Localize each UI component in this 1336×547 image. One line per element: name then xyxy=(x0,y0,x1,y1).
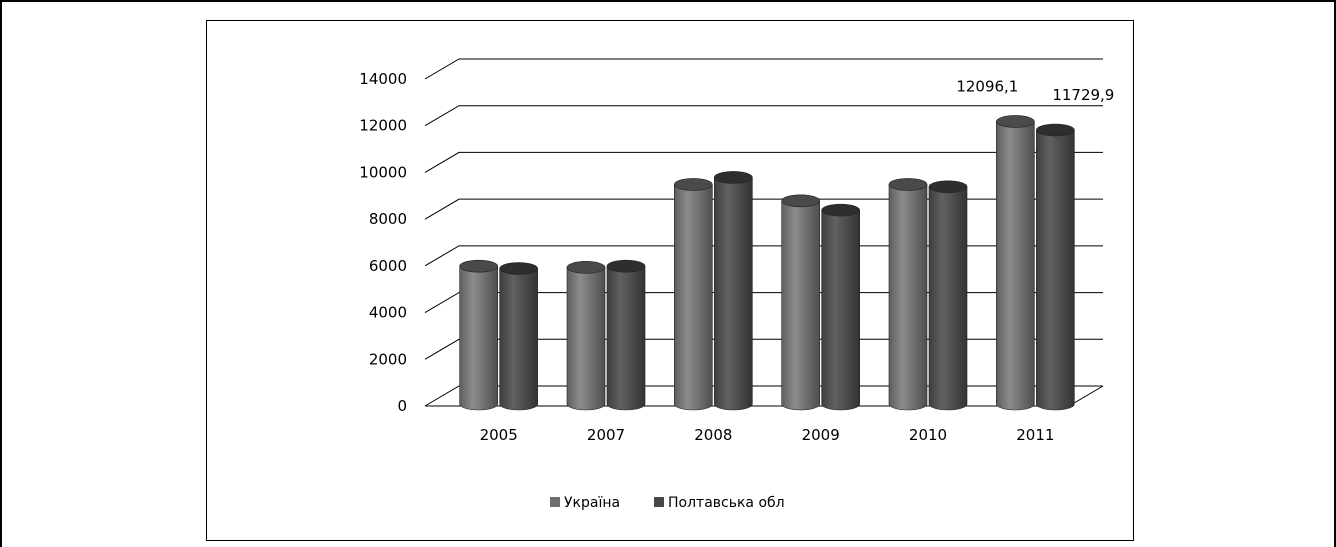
bar-body xyxy=(499,268,538,411)
bar-body xyxy=(566,267,606,411)
bar xyxy=(566,261,606,411)
legend-label: Україна xyxy=(564,495,620,511)
bar-body xyxy=(674,184,713,411)
bar-body xyxy=(996,121,1035,411)
bar xyxy=(888,178,928,411)
bar-top xyxy=(674,178,713,191)
legend-swatch xyxy=(550,497,560,507)
gridline xyxy=(424,58,1103,80)
bar-top xyxy=(566,261,606,274)
x-tick-label: 2008 xyxy=(694,426,732,444)
gridline xyxy=(424,338,1103,360)
data-label: 12096,1 xyxy=(956,77,1018,95)
bar-body xyxy=(606,265,646,411)
bar-top xyxy=(781,194,820,208)
bar xyxy=(606,259,646,411)
x-axis-ticks: 2005 2007 2008 2009 2010 2011 xyxy=(480,426,1055,444)
bar-top xyxy=(821,203,860,217)
gridline xyxy=(424,385,1103,407)
bar-top xyxy=(1036,123,1075,137)
bar-top xyxy=(714,171,753,184)
legend-label: Полтавська обл xyxy=(668,495,785,511)
y-tick-label: 12000 xyxy=(359,117,407,135)
x-tick-label: 2009 xyxy=(802,426,840,444)
y-tick-label: 6000 xyxy=(369,257,407,275)
bar xyxy=(928,180,968,411)
y-tick-label: 10000 xyxy=(359,163,407,181)
bar xyxy=(996,115,1035,411)
bar-body xyxy=(459,265,498,411)
bar-body xyxy=(888,184,928,411)
bar-body xyxy=(781,200,820,411)
legend: Україна Полтавська обл xyxy=(550,495,785,511)
y-tick-label: 2000 xyxy=(369,350,407,368)
gridline xyxy=(424,151,1103,173)
y-tick-label: 0 xyxy=(397,397,407,415)
bar xyxy=(674,178,713,411)
x-tick-label: 2005 xyxy=(480,426,518,444)
bar-body xyxy=(714,177,753,411)
x-tick-label: 2011 xyxy=(1016,426,1054,444)
bar xyxy=(499,262,538,411)
bar-top xyxy=(606,259,646,273)
bars-layer xyxy=(459,115,1075,411)
legend-swatch xyxy=(654,497,664,507)
bar xyxy=(1036,123,1075,411)
bar-body xyxy=(821,209,860,411)
bar xyxy=(714,171,753,411)
gridline xyxy=(424,245,1103,267)
y-tick-label: 8000 xyxy=(369,210,407,228)
gridline xyxy=(424,198,1103,220)
x-tick-label: 2007 xyxy=(587,426,625,444)
x-tick-label: 2010 xyxy=(909,426,947,444)
data-labels-layer: 12096,1 11729,9 xyxy=(956,77,1114,104)
bar-body xyxy=(928,186,968,411)
gridline xyxy=(424,105,1103,127)
gridline xyxy=(424,292,1103,314)
y-tick-label: 4000 xyxy=(369,304,407,322)
bar-body xyxy=(1036,129,1075,411)
bar-top xyxy=(996,115,1035,128)
bar-top xyxy=(499,262,538,275)
bar xyxy=(781,194,820,411)
bar xyxy=(459,259,498,411)
bar-top xyxy=(459,259,498,273)
y-tick-label: 14000 xyxy=(359,70,407,88)
data-label: 11729,9 xyxy=(1052,86,1114,104)
chart-frame: 0 2000 4000 6000 8000 10000 12000 14000 2005 200… xyxy=(206,20,1134,541)
bar-top xyxy=(928,180,968,194)
bar-top xyxy=(888,178,928,191)
bar xyxy=(821,203,860,411)
grid-layer xyxy=(424,58,1104,407)
y-axis-ticks: 0 2000 4000 6000 8000 10000 12000 14000 xyxy=(359,70,407,415)
